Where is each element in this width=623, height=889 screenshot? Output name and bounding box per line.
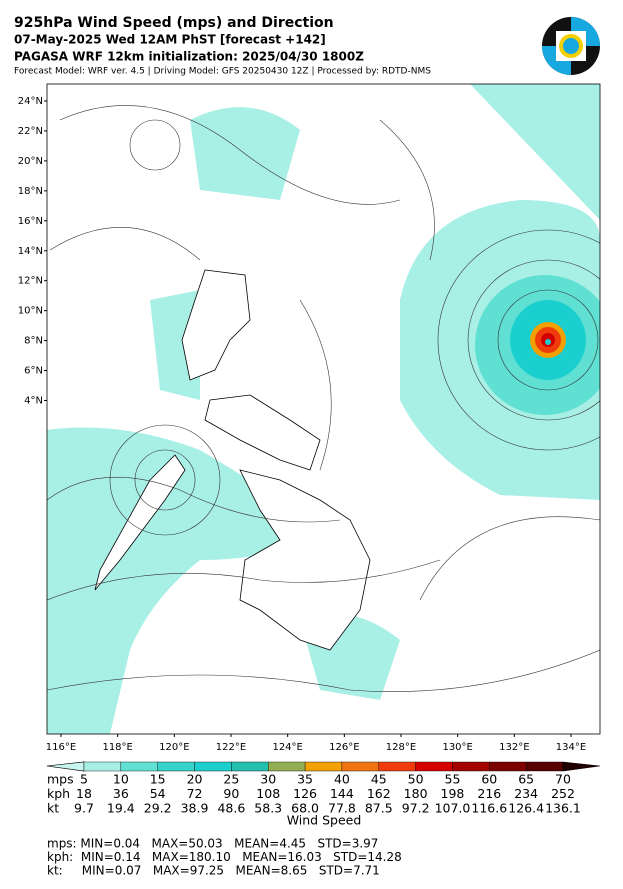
subtitle: 07-May-2025 Wed 12AM PhST [forecast +142… xyxy=(14,33,326,47)
colorbar-cell xyxy=(157,761,195,772)
colorbar-cell xyxy=(194,761,232,772)
colorbar-value: 38.9 xyxy=(181,801,209,816)
colorbar-value: 136.1 xyxy=(545,801,581,816)
colorbar-cell xyxy=(452,761,490,772)
colorbar-value: 25 xyxy=(223,772,239,787)
colorbar-value: 5 xyxy=(80,772,88,787)
colorbar-value: 107.0 xyxy=(435,801,471,816)
colorbar-value: 70 xyxy=(555,772,571,787)
stats-line: kph: MIN=0.14 MAX=180.10 MEAN=16.03 STD=… xyxy=(47,850,402,864)
colorbar-value: 45 xyxy=(371,772,387,787)
colorbar-value: 50 xyxy=(408,772,424,787)
subtitle: PAGASA WRF 12km initialization: 2025/04/… xyxy=(14,50,364,64)
colorbar-value: 126 xyxy=(293,786,317,801)
unit-label: mps xyxy=(47,772,74,787)
lon-label: 116°E xyxy=(46,742,76,753)
subtitle: Forecast Model: WRF ver. 4.5 | Driving M… xyxy=(14,67,431,77)
colorbar-value: 19.4 xyxy=(107,801,135,816)
colorbar-value: 40 xyxy=(334,772,350,787)
colorbar-value: 48.6 xyxy=(217,801,245,816)
colorbar-value: 18 xyxy=(76,786,92,801)
lon-label: 120°E xyxy=(159,742,189,753)
colorbar-value: 55 xyxy=(445,772,461,787)
colorbar-value: 35 xyxy=(297,772,313,787)
colorbar-value: 9.7 xyxy=(74,801,94,816)
colorbar-value: 234 xyxy=(514,786,538,801)
map xyxy=(46,83,601,735)
colorbar-value: 10 xyxy=(113,772,129,787)
lat-label: 6°N xyxy=(24,366,43,377)
colorbar-cell xyxy=(562,761,601,772)
unit-label: kph xyxy=(47,786,70,801)
lon-label: 126°E xyxy=(329,742,359,753)
colorbar-cell xyxy=(341,761,379,772)
colorbar-cell xyxy=(83,761,122,772)
lat-label: 8°N xyxy=(24,336,43,347)
lon-label: 130°E xyxy=(442,742,472,753)
colorbar-value: 54 xyxy=(150,786,166,801)
colorbar-value: 252 xyxy=(551,786,575,801)
colorbar-value: 198 xyxy=(441,786,465,801)
lat-label: 24°N xyxy=(18,96,43,107)
colorbar-value: 90 xyxy=(223,786,239,801)
colorbar-cell xyxy=(525,761,564,772)
colorbar-value: 65 xyxy=(518,772,534,787)
lat-label: 16°N xyxy=(18,216,43,227)
colorbar-cell xyxy=(304,761,343,772)
colorbar-value: 68.0 xyxy=(291,801,319,816)
lon-label: 118°E xyxy=(102,742,132,753)
colorbar-value: 116.6 xyxy=(471,801,507,816)
colorbar-value: 162 xyxy=(367,786,391,801)
colorbar-cell xyxy=(231,761,269,772)
colorbar-value: 144 xyxy=(330,786,354,801)
title: 925hPa Wind Speed (mps) and Direction xyxy=(14,15,334,31)
lat-label: 12°N xyxy=(18,276,43,287)
colorbar-cell xyxy=(489,761,527,772)
lat-label: 22°N xyxy=(18,126,43,137)
lat-label: 10°N xyxy=(18,306,43,317)
colorbar-value: 180 xyxy=(404,786,428,801)
lon-label: 122°E xyxy=(216,742,246,753)
colorbar-value: 20 xyxy=(187,772,203,787)
colorbar-cell xyxy=(415,761,453,772)
colorbar-value: 15 xyxy=(150,772,166,787)
lon-label: 134°E xyxy=(556,742,586,753)
colorbar-cell xyxy=(120,761,158,772)
colorbar-value: 97.2 xyxy=(402,801,430,816)
colorbar-value: 126.4 xyxy=(508,801,544,816)
colorbar-cell xyxy=(268,761,306,772)
colorbar-cell xyxy=(46,761,85,772)
stats-line: kt: MIN=0.07 MAX=97.25 MEAN=8.65 STD=7.7… xyxy=(47,864,380,878)
colorbar-label: Wind Speed xyxy=(287,813,362,828)
lat-label: 4°N xyxy=(24,396,43,407)
colorbar-cell xyxy=(378,761,416,772)
colorbar-value: 29.2 xyxy=(144,801,172,816)
lon-label: 128°E xyxy=(386,742,416,753)
lon-label: 132°E xyxy=(499,742,529,753)
colorbar-value: 36 xyxy=(113,786,129,801)
stats-line: mps: MIN=0.04 MAX=50.03 MEAN=4.45 STD=3.… xyxy=(47,837,378,851)
colorbar-value: 58.3 xyxy=(254,801,282,816)
colorbar-value: 30 xyxy=(260,772,276,787)
lon-label: 124°E xyxy=(272,742,302,753)
unit-label: kt xyxy=(47,801,59,816)
logo xyxy=(542,17,600,75)
lat-label: 14°N xyxy=(18,246,43,257)
colorbar-value: 216 xyxy=(477,786,501,801)
colorbar-value: 87.5 xyxy=(365,801,393,816)
colorbar-value: 60 xyxy=(481,772,497,787)
lat-label: 18°N xyxy=(18,186,43,197)
colorbar-value: 77.8 xyxy=(328,801,356,816)
colorbar-value: 72 xyxy=(187,786,203,801)
lat-label: 20°N xyxy=(18,156,43,167)
colorbar-value: 108 xyxy=(256,786,280,801)
